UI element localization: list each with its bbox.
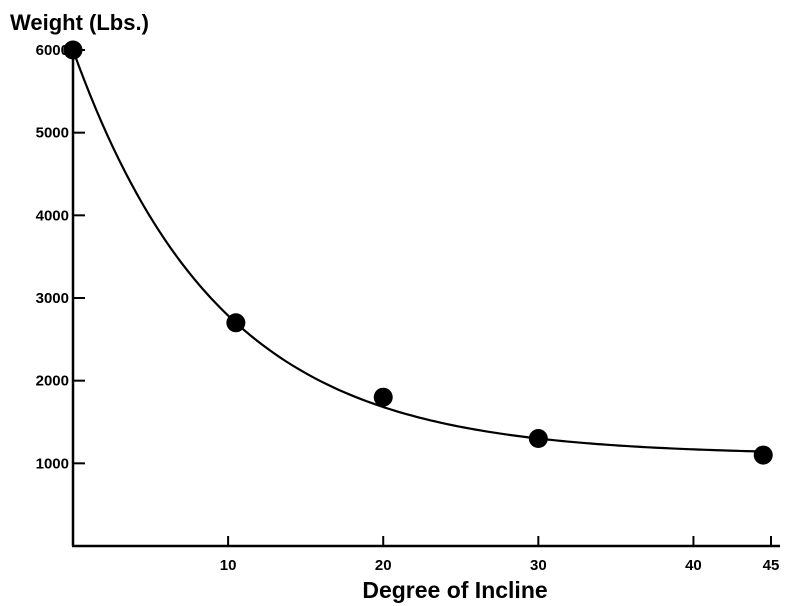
x-tick-label: 20 bbox=[375, 557, 392, 574]
data-point bbox=[373, 387, 393, 407]
y-tick-label: 1000 bbox=[36, 455, 69, 472]
x-tick-label: 10 bbox=[220, 557, 237, 574]
data-point bbox=[753, 445, 773, 465]
data-point bbox=[528, 429, 548, 449]
x-tick-label: 40 bbox=[685, 557, 702, 574]
data-point bbox=[226, 313, 246, 333]
x-axis-label: Degree of Incline bbox=[362, 577, 547, 603]
points-layer bbox=[63, 40, 773, 465]
fit-curve bbox=[71, 49, 764, 453]
data-point bbox=[63, 40, 83, 60]
y-tick-label: 5000 bbox=[36, 125, 69, 142]
y-tick-label: 3000 bbox=[36, 290, 69, 307]
x-tick-label: 45 bbox=[763, 557, 780, 574]
y-tick-label: 6000 bbox=[36, 42, 69, 59]
ticks-layer: 1000 2000 3000 4000 5000 6000 10 20 30 40 45 bbox=[36, 42, 780, 574]
y-tick-label: 4000 bbox=[36, 207, 69, 224]
y-tick-label: 2000 bbox=[36, 373, 69, 390]
y-axis-label: Weight (Lbs.) bbox=[10, 10, 149, 35]
x-tick-label: 30 bbox=[530, 557, 547, 574]
